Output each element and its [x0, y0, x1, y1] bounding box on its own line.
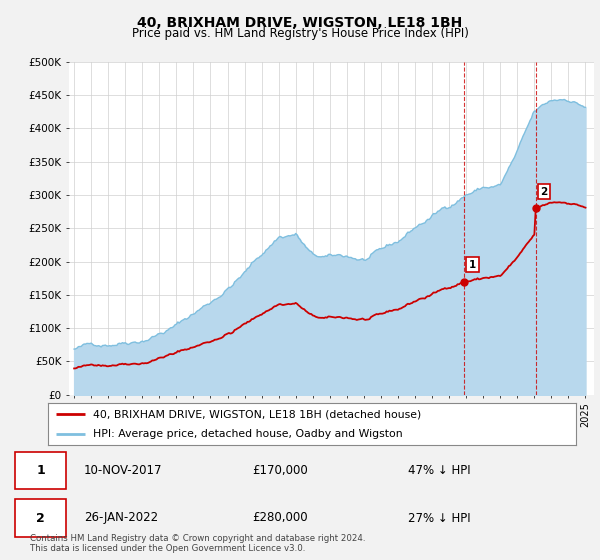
Text: £280,000: £280,000 [252, 511, 308, 525]
Text: 40, BRIXHAM DRIVE, WIGSTON, LE18 1BH (detached house): 40, BRIXHAM DRIVE, WIGSTON, LE18 1BH (de… [93, 409, 421, 419]
Text: 27% ↓ HPI: 27% ↓ HPI [408, 511, 470, 525]
Text: 2: 2 [36, 511, 45, 525]
FancyBboxPatch shape [15, 499, 66, 537]
Text: 10-NOV-2017: 10-NOV-2017 [84, 464, 163, 477]
Text: Contains HM Land Registry data © Crown copyright and database right 2024.
This d: Contains HM Land Registry data © Crown c… [30, 534, 365, 553]
Text: 1: 1 [36, 464, 45, 477]
Text: 40, BRIXHAM DRIVE, WIGSTON, LE18 1BH: 40, BRIXHAM DRIVE, WIGSTON, LE18 1BH [137, 16, 463, 30]
Text: Price paid vs. HM Land Registry's House Price Index (HPI): Price paid vs. HM Land Registry's House … [131, 27, 469, 40]
Text: 2: 2 [541, 186, 548, 197]
Text: £170,000: £170,000 [252, 464, 308, 477]
Text: 1: 1 [469, 260, 476, 270]
FancyBboxPatch shape [15, 452, 66, 489]
Text: 47% ↓ HPI: 47% ↓ HPI [408, 464, 470, 477]
Text: 26-JAN-2022: 26-JAN-2022 [84, 511, 158, 525]
Text: HPI: Average price, detached house, Oadby and Wigston: HPI: Average price, detached house, Oadb… [93, 430, 403, 439]
